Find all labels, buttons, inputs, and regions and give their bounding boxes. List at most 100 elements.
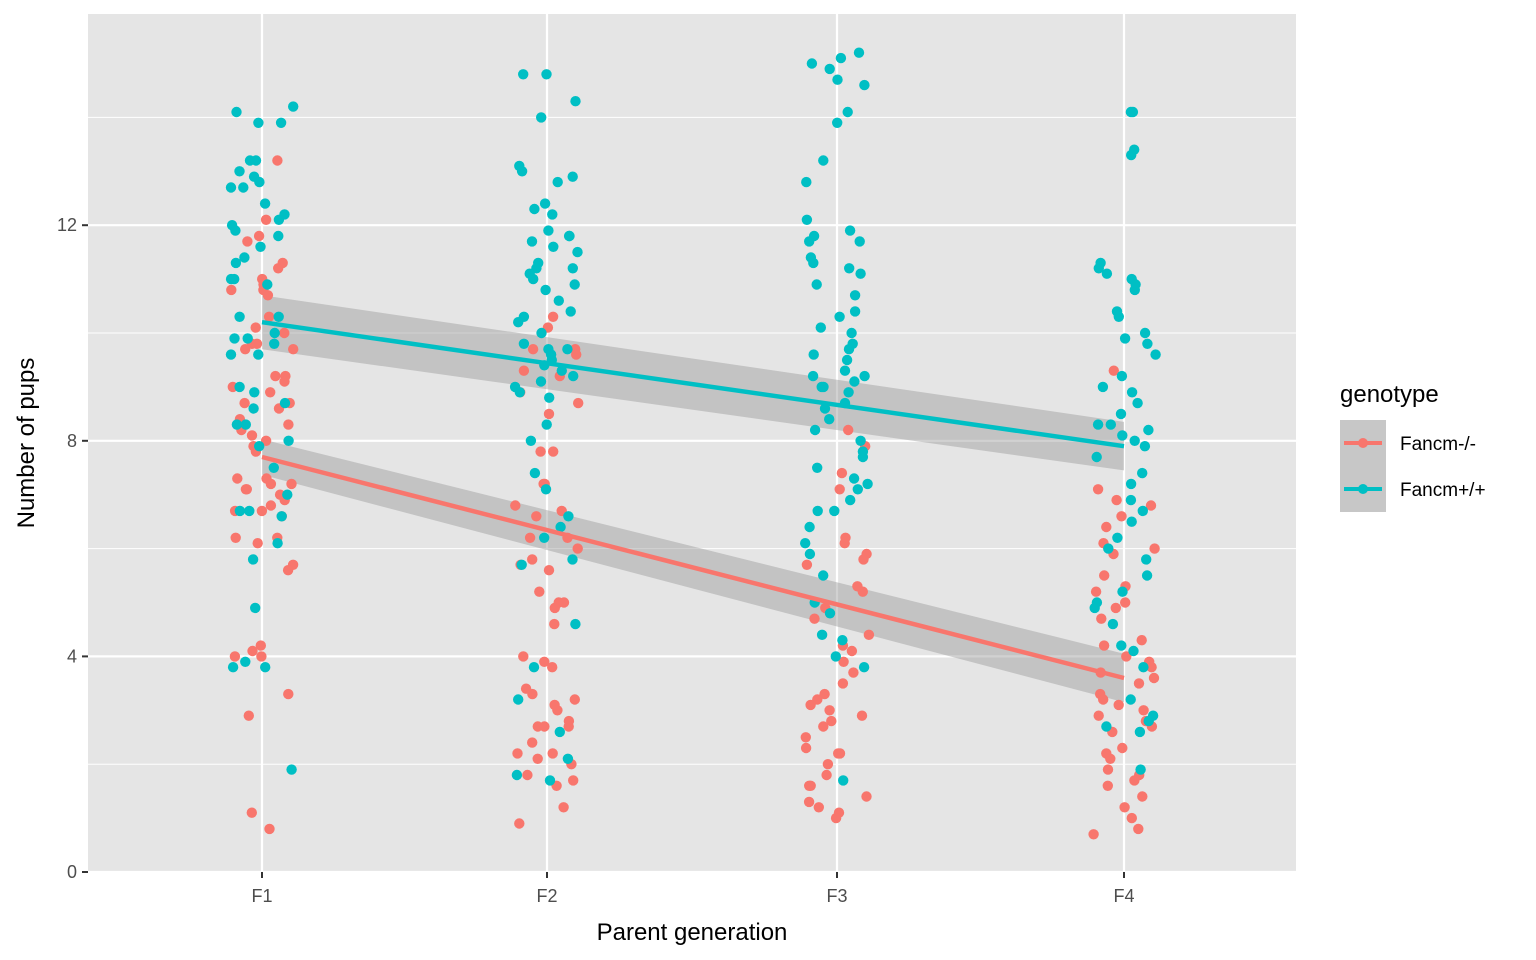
point-Fancm+/+-70: [568, 263, 578, 273]
point-Fancm+/+-24: [274, 312, 284, 322]
point-Fancm+/+-94: [530, 468, 540, 478]
point-Fancm+/+-203: [1103, 543, 1113, 553]
point-Fancm+/+-32: [249, 387, 259, 397]
point-Fancm+/+-193: [1117, 430, 1127, 440]
point-Fancm-/--139: [821, 770, 831, 780]
point-Fancm-/--115: [858, 554, 868, 564]
point-Fancm+/+-134: [844, 344, 854, 354]
point-Fancm+/+-142: [817, 382, 827, 392]
point-Fancm+/+-93: [526, 436, 536, 446]
point-Fancm+/+-54: [536, 112, 546, 122]
point-Fancm-/--13: [279, 328, 289, 338]
point-Fancm-/--152: [1101, 522, 1111, 532]
point-Fancm+/+-178: [1130, 285, 1140, 295]
point-Fancm-/--86: [518, 651, 528, 661]
point-Fancm-/--118: [858, 587, 868, 597]
point-Fancm+/+-119: [845, 225, 855, 235]
point-Fancm-/--160: [1111, 603, 1121, 613]
point-Fancm+/+-31: [234, 382, 244, 392]
point-Fancm-/--80: [544, 565, 554, 575]
point-Fancm+/+-108: [854, 48, 864, 58]
point-Fancm+/+-5: [245, 155, 255, 165]
point-Fancm+/+-44: [272, 538, 282, 548]
point-Fancm+/+-75: [554, 296, 564, 306]
x-axis-title: Parent generation: [597, 919, 788, 946]
point-Fancm+/+-205: [1142, 570, 1152, 580]
point-Fancm+/+-157: [829, 506, 839, 516]
y-tick-label-0: 0: [67, 862, 77, 882]
point-Fancm+/+-73: [570, 279, 580, 289]
point-Fancm-/--135: [801, 743, 811, 753]
y-axis-title: Number of pups: [13, 358, 40, 529]
point-Fancm-/--0: [272, 155, 282, 165]
point-Fancm-/--151: [1116, 511, 1126, 521]
point-Fancm-/--67: [544, 409, 554, 419]
point-Fancm-/--172: [1114, 700, 1124, 710]
point-Fancm-/--99: [548, 748, 558, 758]
point-Fancm+/+-114: [843, 107, 853, 117]
point-Fancm-/--134: [801, 732, 811, 742]
x-tick-label-2: F3: [826, 886, 847, 906]
point-Fancm-/--137: [833, 748, 843, 758]
x-tick-label-1: F2: [536, 886, 557, 906]
legend-label-0: Fancm-/-: [1400, 434, 1476, 455]
point-Fancm-/--47: [253, 538, 263, 548]
point-Fancm-/--83: [559, 597, 569, 607]
point-Fancm+/+-163: [825, 608, 835, 618]
point-Fancm-/--159: [1120, 597, 1130, 607]
point-Fancm+/+-175: [1102, 269, 1112, 279]
point-Fancm+/+-57: [568, 172, 578, 182]
point-Fancm-/--49: [283, 565, 293, 575]
point-Fancm+/+-192: [1143, 425, 1153, 435]
point-Fancm+/+-10: [238, 182, 248, 192]
point-Fancm-/--100: [512, 748, 522, 758]
point-Fancm-/--168: [1149, 673, 1159, 683]
point-Fancm+/+-3: [276, 118, 286, 128]
point-Fancm+/+-184: [1150, 349, 1160, 359]
point-Fancm+/+-105: [563, 754, 573, 764]
point-Fancm-/--1: [261, 215, 271, 225]
point-Fancm-/--97: [539, 721, 549, 731]
point-Fancm+/+-23: [234, 312, 244, 322]
point-Fancm-/--130: [824, 705, 834, 715]
point-Fancm-/--77: [573, 543, 583, 553]
point-Fancm-/--68: [535, 446, 545, 456]
point-Fancm+/+-6: [234, 166, 244, 176]
point-Fancm+/+-185: [1117, 371, 1127, 381]
point-Fancm+/+-153: [862, 479, 872, 489]
point-Fancm-/--29: [247, 430, 257, 440]
point-Fancm+/+-126: [855, 269, 865, 279]
point-Fancm+/+-152: [849, 473, 859, 483]
point-Fancm-/--104: [568, 775, 578, 785]
point-Fancm+/+-204: [1141, 554, 1151, 564]
point-Fancm-/--63: [519, 366, 529, 376]
point-Fancm+/+-140: [849, 376, 859, 386]
point-Fancm+/+-81: [562, 344, 572, 354]
point-Fancm+/+-136: [842, 355, 852, 365]
point-Fancm+/+-58: [553, 177, 563, 187]
point-Fancm+/+-45: [248, 554, 258, 564]
y-tick-label-2: 8: [67, 431, 77, 451]
point-Fancm+/+-181: [1140, 328, 1150, 338]
point-Fancm+/+-180: [1114, 312, 1124, 322]
point-Fancm-/--125: [848, 667, 858, 677]
point-Fancm+/+-33: [280, 398, 290, 408]
point-Fancm+/+-21: [226, 274, 236, 284]
point-Fancm+/+-50: [286, 764, 296, 774]
point-Fancm+/+-96: [563, 511, 573, 521]
point-Fancm+/+-195: [1140, 441, 1150, 451]
point-Fancm-/--72: [510, 500, 520, 510]
point-Fancm+/+-49: [260, 662, 270, 672]
point-Fancm+/+-107: [545, 775, 555, 785]
point-Fancm+/+-59: [540, 198, 550, 208]
point-Fancm-/--108: [843, 425, 853, 435]
legend: genotype Fancm-/- Fancm+/+: [1340, 381, 1486, 512]
point-Fancm-/--181: [1103, 764, 1113, 774]
y-tick-label-1: 4: [67, 646, 77, 666]
point-Fancm-/--2: [254, 231, 264, 241]
point-Fancm+/+-167: [859, 662, 869, 672]
point-Fancm+/+-90: [515, 387, 525, 397]
point-Fancm+/+-183: [1142, 339, 1152, 349]
point-Fancm+/+-41: [235, 506, 245, 516]
